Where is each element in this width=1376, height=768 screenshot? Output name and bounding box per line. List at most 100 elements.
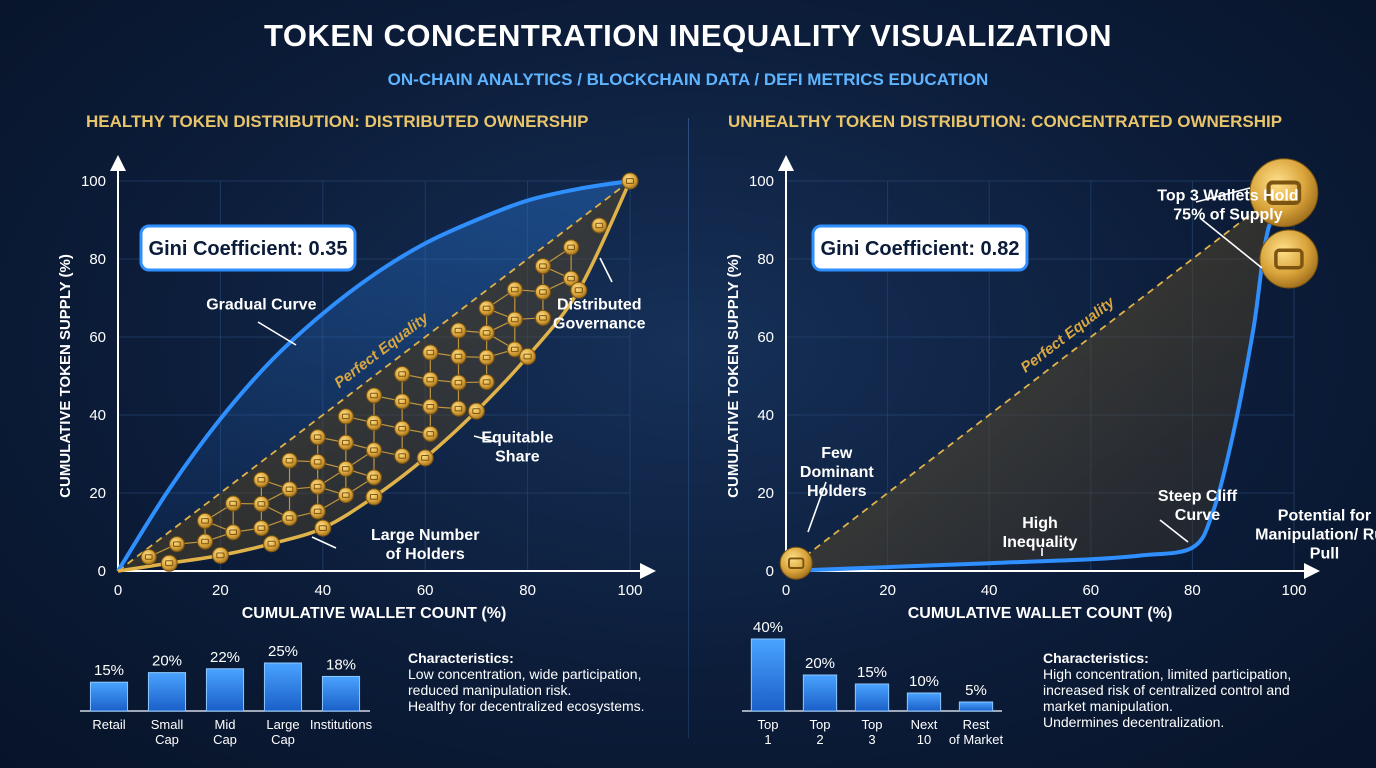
wallet-icon [229, 500, 238, 507]
annotation-leader [599, 257, 613, 283]
holder-coin [394, 393, 411, 410]
bar-category-label: Small Cap [151, 717, 184, 747]
wallet-icon [370, 420, 378, 426]
dominant-holder-coin [779, 546, 813, 580]
right-characteristics-line: increased risk of centralized control an… [1043, 682, 1290, 698]
coin-body [416, 449, 434, 467]
holder-coin [478, 324, 495, 341]
wallet-icon [788, 557, 805, 569]
x-tick-label: 0 [782, 582, 790, 599]
y-tick-label: 0 [98, 563, 106, 580]
bar-category-label: Large Cap [266, 717, 299, 747]
coin-body [281, 481, 298, 498]
bar-value-label: 10% [909, 673, 939, 690]
wallet-icon [539, 263, 547, 269]
coin-body [168, 536, 185, 553]
right-characteristics-line: market manipulation. [1043, 698, 1173, 714]
wallet-icon [426, 349, 435, 356]
holder-coin [394, 366, 411, 383]
bar-value-label: 15% [94, 662, 124, 679]
holder-coin [394, 447, 411, 464]
coin-body [366, 469, 382, 486]
holder-coin [422, 344, 439, 361]
curve-coin [621, 172, 639, 190]
holder-coin [140, 548, 157, 565]
y-tick-label: 60 [89, 329, 106, 346]
bar [147, 672, 187, 712]
wallet-icon [318, 525, 327, 532]
y-axis-label: CUMULATIVE TOKEN SUPPLY (%) [725, 254, 742, 498]
left-characteristics-line: Low concentration, wide participation, [408, 666, 642, 682]
holder-coin [563, 270, 580, 287]
coin-body [478, 324, 495, 341]
left-characteristics-line: Healthy for decentralized ecosystems. [408, 698, 645, 714]
holder-coin [422, 371, 439, 388]
coin-body [253, 471, 270, 488]
holder-coin [197, 512, 214, 529]
holder-coin [337, 434, 354, 451]
wallet-icon [595, 222, 604, 229]
right-characteristics-heading: Characteristics: [1043, 650, 1149, 666]
coin-body [534, 283, 551, 300]
wallet-icon [257, 501, 266, 507]
holder-coin [281, 481, 298, 498]
right-characteristics: Characteristics: High concentration, lim… [1043, 650, 1343, 730]
coin-body [467, 402, 485, 420]
wallet-icon [257, 525, 266, 531]
holder-coin [225, 495, 242, 512]
bar-category-label: Mid Cap [213, 717, 237, 747]
coin-body [779, 546, 813, 580]
wallet-icon [454, 327, 463, 334]
x-tick-label: 100 [1281, 582, 1306, 599]
y-tick-label: 80 [89, 251, 106, 268]
x-axis-label: CUMULATIVE WALLET COUNT (%) [242, 605, 507, 622]
bar [263, 662, 303, 712]
left-characteristics-heading: Characteristics: [408, 650, 514, 666]
wallet-icon [370, 392, 378, 399]
wallet-icon [567, 244, 575, 251]
wallet-icon [216, 552, 225, 559]
coin-body [450, 348, 467, 365]
coin-body [478, 374, 495, 391]
coin-body [621, 172, 639, 190]
x-tick-label: 80 [1184, 582, 1201, 599]
curve-coin [519, 348, 537, 365]
holder-coin [366, 469, 382, 486]
holder-coin [450, 348, 467, 365]
holder-coin [225, 524, 242, 541]
y-tick-label: 40 [757, 407, 774, 424]
y-tick-label: 20 [89, 485, 106, 502]
coin-body [422, 425, 439, 442]
coin-body [1249, 158, 1319, 228]
holder-coin [450, 322, 467, 339]
wallet-icon [313, 508, 322, 515]
x-tick-label: 20 [879, 582, 896, 599]
holder-coin [309, 478, 326, 495]
holder-coin [478, 349, 495, 366]
holder-coin [478, 374, 495, 391]
y-tick-label: 80 [757, 251, 774, 268]
lorenz-curve [785, 179, 1296, 573]
annotation-leader [1159, 519, 1189, 543]
wallet-icon [229, 529, 238, 535]
bar-category-label: Next 10 [911, 717, 938, 747]
coin-body [506, 311, 523, 328]
coin-body [394, 393, 411, 410]
holder-coin [506, 281, 523, 298]
holder-coin [281, 510, 298, 527]
wallet-icon [370, 474, 378, 481]
holder-coin [253, 495, 270, 512]
bar-category-label: Rest of Market [949, 717, 1004, 747]
wallet-icon [285, 515, 294, 521]
curve-coin [467, 402, 485, 420]
bar-value-label: 25% [268, 643, 298, 660]
annotation-leader [257, 321, 297, 346]
annotation-label: Large Number of Holders [371, 527, 479, 563]
coin-body [160, 554, 178, 572]
wallet-icon [421, 455, 430, 461]
coin-body [450, 322, 467, 339]
coin-body [281, 452, 298, 469]
coin-body [450, 374, 467, 391]
wallet-icon [341, 492, 350, 498]
